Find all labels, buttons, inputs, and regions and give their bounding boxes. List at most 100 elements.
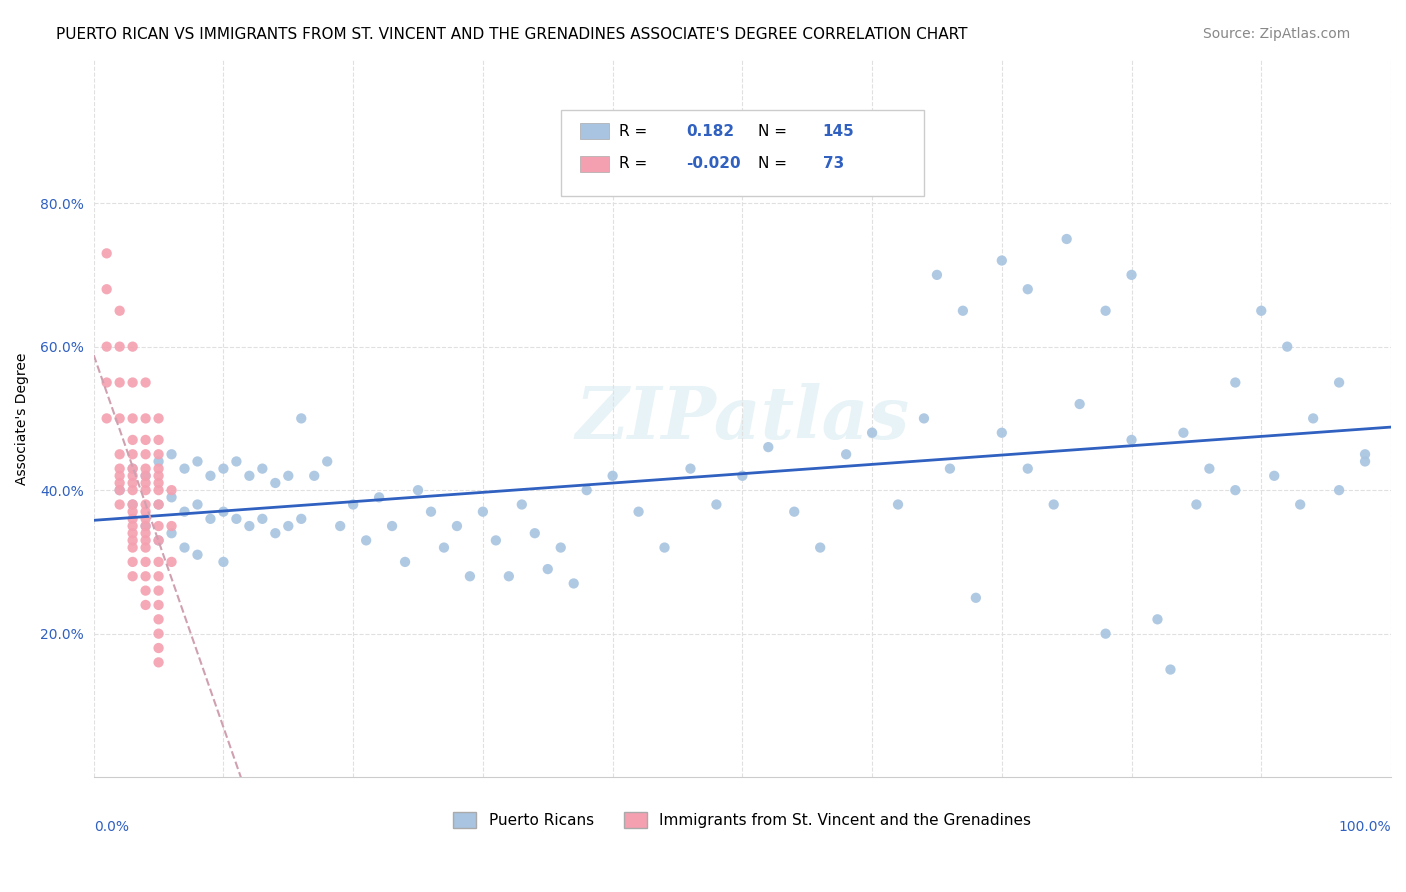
Point: [550, 541, 572, 555]
Legend: Puerto Ricans, Immigrants from St. Vincent and the Grenadines: Puerto Ricans, Immigrants from St. Vince…: [447, 806, 1038, 834]
Point: [1277, 340, 1299, 354]
Text: Source: ZipAtlas.com: Source: ZipAtlas.com: [1202, 27, 1350, 41]
Point: [121, 512, 143, 526]
Point: [148, 433, 170, 447]
Point: [1302, 411, 1324, 425]
Point: [108, 468, 131, 483]
Point: [186, 498, 208, 512]
Point: [1225, 483, 1247, 497]
Point: [1327, 376, 1350, 390]
Point: [1250, 303, 1272, 318]
Point: [173, 461, 195, 475]
Point: [121, 498, 143, 512]
Point: [135, 475, 157, 490]
Text: ZIPatlas: ZIPatlas: [575, 383, 910, 454]
Point: [965, 591, 987, 605]
Point: [252, 512, 274, 526]
Point: [277, 519, 299, 533]
Point: [135, 411, 157, 425]
Point: [1146, 612, 1168, 626]
Point: [731, 468, 754, 483]
Point: [238, 468, 260, 483]
Point: [148, 411, 170, 425]
Point: [808, 541, 831, 555]
Point: [562, 576, 585, 591]
Point: [952, 303, 974, 318]
Point: [446, 519, 468, 533]
Point: [212, 555, 235, 569]
Point: [887, 498, 910, 512]
Point: [135, 583, 157, 598]
Point: [160, 483, 183, 497]
Point: [121, 411, 143, 425]
Point: [96, 376, 118, 390]
Point: [148, 475, 170, 490]
Point: [160, 526, 183, 541]
Point: [121, 498, 143, 512]
Point: [200, 512, 222, 526]
Point: [160, 555, 183, 569]
Point: [121, 533, 143, 548]
Point: [96, 340, 118, 354]
Point: [173, 541, 195, 555]
Point: [135, 483, 157, 497]
Point: [756, 440, 779, 454]
Point: [420, 505, 443, 519]
Point: [96, 411, 118, 425]
Point: [510, 498, 533, 512]
Point: [121, 526, 143, 541]
Point: [148, 583, 170, 598]
Point: [342, 498, 364, 512]
Point: [277, 468, 299, 483]
Point: [264, 526, 287, 541]
Point: [368, 491, 391, 505]
Point: [121, 461, 143, 475]
Point: [406, 483, 429, 497]
Point: [212, 505, 235, 519]
Point: [290, 411, 312, 425]
Point: [121, 461, 143, 475]
FancyBboxPatch shape: [561, 110, 924, 196]
Point: [252, 461, 274, 475]
Point: [225, 512, 247, 526]
Point: [1225, 376, 1247, 390]
Point: [108, 461, 131, 475]
Point: [148, 533, 170, 548]
Point: [1289, 498, 1312, 512]
Point: [108, 483, 131, 497]
Point: [354, 533, 377, 548]
Point: [523, 526, 546, 541]
Point: [1094, 626, 1116, 640]
Point: [135, 512, 157, 526]
Point: [135, 519, 157, 533]
Point: [316, 454, 339, 468]
Point: [96, 246, 118, 260]
Point: [329, 519, 352, 533]
Point: [135, 541, 157, 555]
Point: [135, 519, 157, 533]
Point: [148, 626, 170, 640]
Point: [706, 498, 728, 512]
Point: [912, 411, 935, 425]
Text: R =: R =: [619, 124, 647, 139]
Point: [108, 483, 131, 497]
Point: [108, 411, 131, 425]
Point: [1354, 454, 1376, 468]
Point: [148, 454, 170, 468]
Point: [991, 425, 1014, 440]
FancyBboxPatch shape: [581, 123, 609, 139]
Point: [135, 376, 157, 390]
Point: [200, 468, 222, 483]
Point: [121, 468, 143, 483]
Point: [458, 569, 481, 583]
Point: [925, 268, 948, 282]
Point: [304, 468, 326, 483]
Point: [148, 555, 170, 569]
Point: [1121, 268, 1143, 282]
Point: [108, 447, 131, 461]
Point: [1159, 663, 1181, 677]
Point: [1185, 498, 1208, 512]
Point: [1056, 232, 1078, 246]
Point: [148, 483, 170, 497]
Point: [1094, 303, 1116, 318]
